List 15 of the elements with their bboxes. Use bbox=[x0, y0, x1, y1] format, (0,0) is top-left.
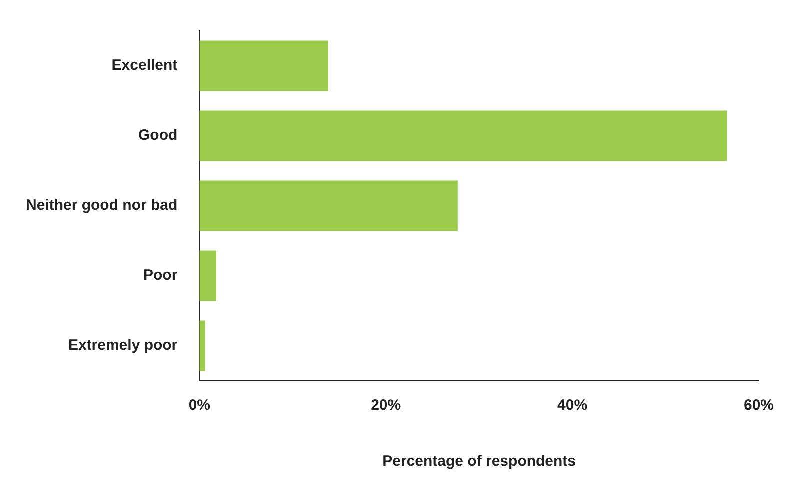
x-axis-title: Percentage of respondents bbox=[382, 453, 576, 470]
bar bbox=[200, 320, 206, 372]
y-tick-label: Good bbox=[138, 127, 178, 144]
bar bbox=[200, 110, 728, 162]
bar bbox=[200, 40, 328, 92]
bar bbox=[200, 180, 458, 232]
x-tick-label: 0% bbox=[188, 397, 211, 414]
x-tick-label: 60% bbox=[744, 397, 774, 414]
y-tick-label: Excellent bbox=[112, 57, 178, 74]
y-tick-label: Poor bbox=[143, 267, 178, 284]
x-tick-label: 40% bbox=[558, 397, 588, 414]
bar bbox=[200, 250, 216, 302]
y-tick-label: Neither good nor bad bbox=[26, 197, 178, 214]
y-tick-label: Extremely poor bbox=[68, 337, 178, 354]
x-tick-label: 20% bbox=[371, 397, 402, 414]
